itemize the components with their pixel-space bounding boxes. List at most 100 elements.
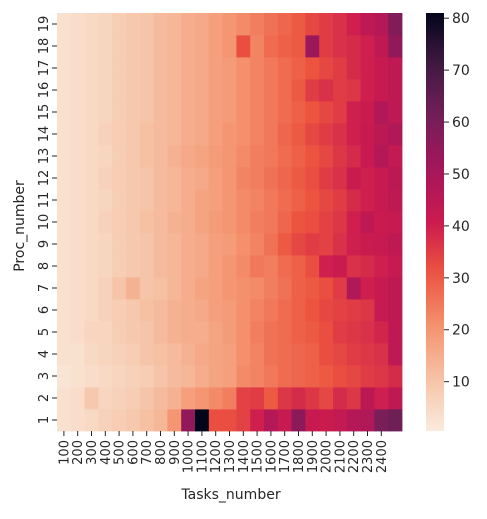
heatmap-cell bbox=[126, 321, 141, 344]
heatmap-cell bbox=[264, 101, 279, 124]
heatmap-cell bbox=[388, 387, 403, 410]
heatmap-cell bbox=[264, 167, 279, 190]
heatmap-cell bbox=[84, 387, 99, 410]
heatmap-cell bbox=[305, 233, 320, 256]
heatmap-cell bbox=[346, 255, 361, 278]
heatmap-cell bbox=[70, 211, 85, 234]
heatmap-cell bbox=[70, 387, 85, 410]
heatmap-cell bbox=[264, 35, 279, 58]
heatmap-cell bbox=[291, 145, 306, 168]
heatmap-cell bbox=[319, 211, 334, 234]
heatmap-cell bbox=[388, 13, 403, 36]
heatmap-cell bbox=[388, 211, 403, 234]
y-tick-label: 10 bbox=[37, 214, 52, 231]
heatmap-cell bbox=[57, 387, 72, 410]
heatmap-cell bbox=[167, 387, 182, 410]
heatmap-cell bbox=[333, 211, 348, 234]
heatmap-cell bbox=[360, 321, 375, 344]
heatmap-cell bbox=[57, 343, 72, 366]
heatmap-cell bbox=[374, 123, 389, 146]
heatmap-cell bbox=[181, 57, 196, 80]
heatmap-cell bbox=[291, 35, 306, 58]
heatmap-cell bbox=[291, 277, 306, 300]
heatmap-cell bbox=[167, 321, 182, 344]
heatmap-cell bbox=[333, 101, 348, 124]
heatmap-cell bbox=[208, 123, 223, 146]
heatmap-cell bbox=[57, 13, 72, 36]
x-tick-label: 300 bbox=[85, 440, 100, 465]
heatmap-cell bbox=[222, 57, 237, 80]
heatmap-cell bbox=[305, 387, 320, 410]
heatmap-cell bbox=[291, 343, 306, 366]
heatmap-cell bbox=[57, 365, 72, 388]
heatmap-cell bbox=[333, 145, 348, 168]
heatmap-cell bbox=[70, 57, 85, 80]
heatmap-cell bbox=[112, 189, 127, 212]
heatmap-cell bbox=[374, 101, 389, 124]
heatmap-cell bbox=[70, 35, 85, 58]
heatmap-cell bbox=[208, 343, 223, 366]
heatmap-cell bbox=[126, 167, 141, 190]
heatmap-cell bbox=[70, 145, 85, 168]
heatmap-cell bbox=[139, 255, 154, 278]
heatmap-cell bbox=[264, 321, 279, 344]
heatmap-cell bbox=[84, 211, 99, 234]
heatmap-cell bbox=[346, 189, 361, 212]
heatmap-cell bbox=[346, 365, 361, 388]
heatmap-cell bbox=[84, 321, 99, 344]
heatmap-cell bbox=[70, 79, 85, 102]
heatmap-cell bbox=[84, 299, 99, 322]
heatmap-cell bbox=[167, 167, 182, 190]
colorbar-tick-label: 10 bbox=[452, 375, 470, 391]
heatmap-cell bbox=[84, 189, 99, 212]
heatmap-cell bbox=[84, 343, 99, 366]
heatmap-cell bbox=[153, 387, 168, 410]
heatmap-cell bbox=[360, 299, 375, 322]
heatmap-cell bbox=[208, 145, 223, 168]
heatmap-cell bbox=[195, 277, 210, 300]
heatmap-cell bbox=[388, 189, 403, 212]
heatmap-cell bbox=[98, 57, 113, 80]
heatmap-cell bbox=[333, 299, 348, 322]
heatmap-cell bbox=[360, 57, 375, 80]
heatmap-cell bbox=[181, 123, 196, 146]
heatmap-cell bbox=[360, 233, 375, 256]
heatmap-cell bbox=[360, 13, 375, 36]
heatmap-cell bbox=[374, 409, 389, 432]
heatmap-cell bbox=[57, 277, 72, 300]
heatmap-cell bbox=[346, 321, 361, 344]
heatmap-cell bbox=[388, 123, 403, 146]
heatmap-cell bbox=[112, 299, 127, 322]
heatmap-cell bbox=[98, 387, 113, 410]
heatmap-cell bbox=[112, 409, 127, 432]
heatmap-cell bbox=[388, 365, 403, 388]
heatmap-cell bbox=[139, 343, 154, 366]
heatmap-cell bbox=[319, 13, 334, 36]
heatmap-cell bbox=[98, 233, 113, 256]
x-tick-label: 1800 bbox=[292, 440, 307, 473]
heatmap-cell bbox=[360, 277, 375, 300]
heatmap-cell bbox=[98, 35, 113, 58]
heatmap-cell bbox=[319, 299, 334, 322]
heatmap-cell bbox=[346, 233, 361, 256]
heatmap-cell bbox=[126, 343, 141, 366]
heatmap-cell bbox=[236, 343, 251, 366]
heatmap-cell bbox=[264, 79, 279, 102]
heatmap-cell bbox=[277, 167, 292, 190]
heatmap-cell bbox=[181, 167, 196, 190]
heatmap-cell bbox=[277, 277, 292, 300]
heatmap-cell bbox=[139, 189, 154, 212]
heatmap-cell bbox=[208, 365, 223, 388]
heatmap-cell bbox=[388, 145, 403, 168]
heatmap-cell bbox=[333, 35, 348, 58]
heatmap-cell bbox=[236, 387, 251, 410]
x-tick-label: 1300 bbox=[223, 440, 238, 473]
heatmap-cell bbox=[98, 277, 113, 300]
heatmap-cell bbox=[319, 189, 334, 212]
heatmap-cell bbox=[153, 255, 168, 278]
heatmap-cell bbox=[264, 13, 279, 36]
heatmap-cell bbox=[57, 321, 72, 344]
heatmap-cell bbox=[181, 233, 196, 256]
heatmap-cell bbox=[57, 35, 72, 58]
heatmap-cell bbox=[333, 255, 348, 278]
